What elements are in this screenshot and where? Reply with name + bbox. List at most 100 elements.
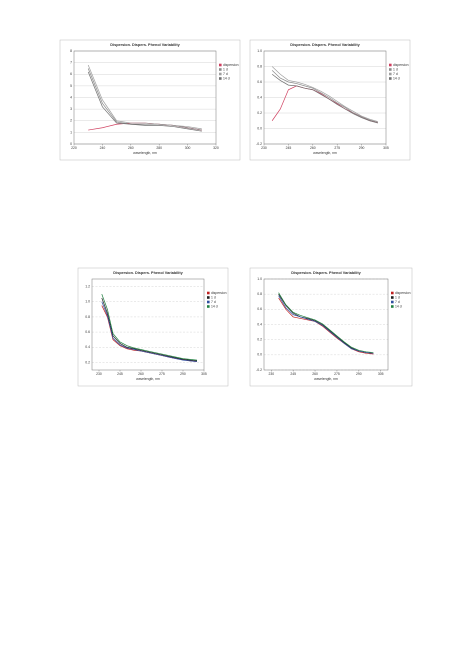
y-tick-label: 3 (70, 107, 72, 111)
x-tick-label: 280 (156, 146, 162, 150)
x-axis-label: wavelength, nm (314, 377, 338, 381)
x-tick-label: 275 (334, 372, 340, 376)
y-tick-label: 0.0 (257, 126, 262, 130)
plot-area (263, 50, 387, 145)
legend-swatch (219, 77, 222, 80)
legend-label: 14 d (393, 76, 400, 80)
series-line (101, 301, 198, 363)
series-line (101, 294, 198, 361)
series-line (87, 64, 202, 130)
legend-label: 14 d (211, 304, 218, 308)
x-tick-label: 275 (334, 146, 340, 150)
legend-swatch (207, 291, 210, 295)
legend-swatch (207, 296, 210, 299)
y-tick-label: 4 (70, 95, 72, 99)
y-tick-label: 0.6 (257, 80, 262, 84)
plot-area (91, 278, 205, 371)
chart-title: Dispersion. Dispers. Phenol Variability (110, 43, 180, 47)
legend-label: 14 d (223, 76, 230, 80)
x-tick-label: 305 (378, 372, 384, 376)
legend-label: 1 d (393, 67, 398, 71)
legend-swatch (207, 305, 210, 308)
y-tick-label: 1.0 (257, 49, 262, 53)
legend-label: 7 d (395, 300, 400, 304)
legend-label: 7 d (211, 300, 216, 304)
legend-label: 1 d (223, 67, 228, 71)
x-tick-label: 260 (312, 372, 318, 376)
y-tick-label: 0.6 (85, 330, 90, 334)
y-tick-label: 0.4 (257, 95, 262, 99)
x-tick-label: 245 (290, 372, 296, 376)
legend-swatch (219, 63, 222, 67)
x-tick-label: 275 (159, 372, 165, 376)
legend-swatch (391, 300, 394, 304)
chart-title: Dispersion. Dispers. Phenol Variability (291, 271, 361, 275)
y-tick-label: 5 (70, 84, 72, 88)
legend-swatch (389, 63, 392, 67)
x-tick-label: 290 (359, 146, 365, 150)
y-tick-label: 8 (70, 49, 72, 53)
x-tick-label: 305 (201, 372, 207, 376)
series-line (278, 292, 374, 353)
chart-title: Dispersion. Dispers. Phenol Variability (290, 43, 360, 47)
y-tick-label: 2 (70, 119, 72, 123)
legend-label: dispersion (223, 63, 239, 67)
legend-label: dispersion (395, 291, 411, 295)
x-tick-label: 260 (138, 372, 144, 376)
figure-frame (59, 39, 241, 161)
x-tick-label: 220 (71, 146, 77, 150)
y-tick-label: 0.2 (257, 338, 262, 342)
chart-title: Dispersion. Dispers. Phenol Variability (113, 271, 183, 275)
series-line (271, 66, 378, 122)
legend-swatch (219, 68, 222, 71)
plot-area (73, 50, 217, 145)
y-tick-label: -0.2 (256, 142, 262, 146)
y-tick-label: 0.4 (85, 345, 90, 349)
y-tick-label: 0.0 (257, 353, 262, 357)
legend-label: 14 d (395, 304, 402, 308)
legend-swatch (391, 296, 394, 299)
y-tick-label: 0.8 (85, 315, 90, 319)
x-axis-label: wavelength, nm (136, 377, 160, 381)
y-tick-label: 1.2 (85, 284, 90, 288)
y-tick-label: 6 (70, 72, 72, 76)
legend-swatch (389, 72, 392, 76)
figure-frame (249, 267, 413, 387)
legend-swatch (391, 291, 394, 295)
series-line (271, 70, 378, 123)
x-tick-label: 300 (185, 146, 191, 150)
y-tick-label: 0.8 (257, 292, 262, 296)
x-tick-label: 245 (117, 372, 123, 376)
y-tick-label: 0.6 (257, 307, 262, 311)
series-line (278, 297, 374, 355)
legend-swatch (389, 77, 392, 80)
x-axis-label: wavelength, nm (133, 151, 157, 155)
x-axis-label: wavelength, nm (313, 151, 337, 155)
x-tick-label: 245 (286, 146, 292, 150)
x-tick-label: 230 (268, 372, 274, 376)
x-tick-label: 230 (261, 146, 267, 150)
legend-swatch (207, 300, 210, 304)
y-tick-label: 0.2 (257, 111, 262, 115)
series-line (278, 295, 374, 354)
legend-label: 1 d (395, 295, 400, 299)
legend-label: 1 d (211, 295, 216, 299)
legend-label: 7 d (393, 72, 398, 76)
legend-label: 7 d (223, 72, 228, 76)
y-tick-label: 0.4 (257, 322, 262, 326)
y-tick-label: 0.2 (85, 360, 90, 364)
figure-frame (249, 39, 411, 161)
x-tick-label: 305 (383, 146, 389, 150)
y-tick-label: 1.0 (257, 277, 262, 281)
series-line (87, 68, 202, 131)
x-tick-label: 320 (213, 146, 219, 150)
x-tick-label: 230 (96, 372, 102, 376)
legend-swatch (389, 68, 392, 71)
plot-area (263, 278, 389, 371)
legend-swatch (391, 305, 394, 308)
y-tick-label: 1 (70, 130, 72, 134)
figure-frame (77, 267, 229, 387)
y-tick-label: 0.8 (257, 64, 262, 68)
